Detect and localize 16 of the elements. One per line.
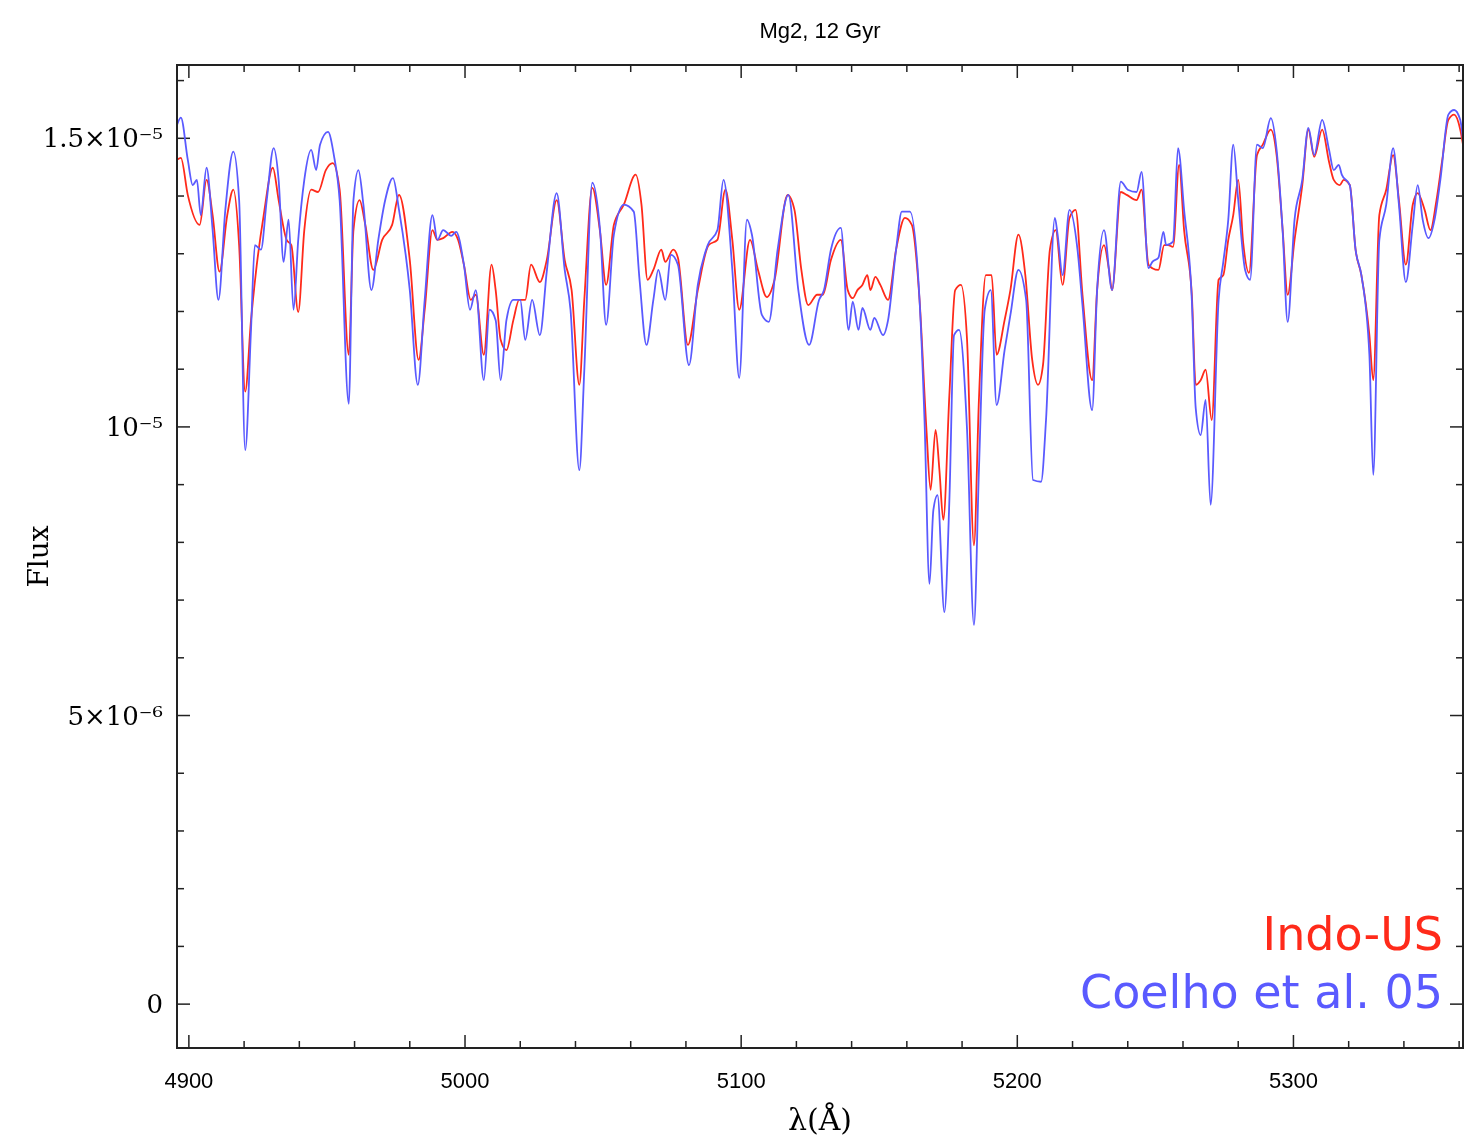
y-tick-label: 1.5×10⁻⁵ — [42, 123, 163, 154]
chart-title: Mg2, 12 Gyr — [759, 18, 881, 43]
y-axis-title: Flux — [22, 525, 55, 588]
y-tick-label: 10⁻⁵ — [105, 412, 163, 443]
x-tick-label: 5300 — [1268, 1068, 1318, 1093]
line-series — [177, 109, 1463, 626]
text: Indo-US — [1262, 907, 1443, 961]
x-tick-label: 5000 — [440, 1068, 490, 1093]
x-tick-label: 4900 — [164, 1068, 214, 1093]
y-tick-label: 5×10⁻⁶ — [67, 700, 163, 731]
x-tick-label: 5100 — [716, 1068, 766, 1093]
line-series — [177, 113, 1463, 547]
x-tick-label: 5200 — [992, 1068, 1042, 1093]
y-tick-label: 0 — [146, 989, 163, 1020]
text: Coelho et al. 05 — [1080, 965, 1443, 1019]
x-axis-title: λ(Å) — [787, 1102, 853, 1137]
